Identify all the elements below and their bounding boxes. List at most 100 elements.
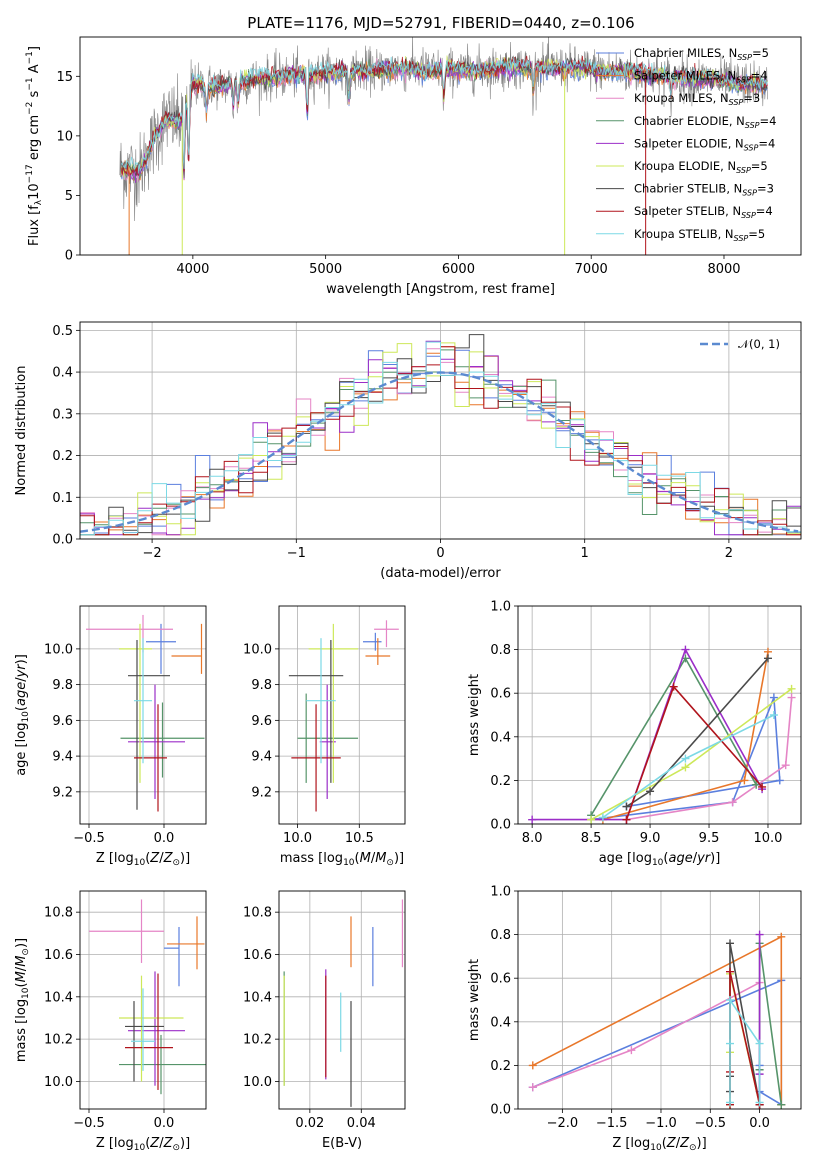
y-tick-label: 0 <box>65 249 73 264</box>
axes-mass_weight_vs_Z: −2.0 −1.5 −1.0 −0.5 0.0 0.0 0.2 0.4 0.6 0.8 1.0 Z [… <box>467 885 802 1153</box>
plot-area-age_vs_mass <box>279 606 405 824</box>
plot-area-residuals <box>80 322 801 539</box>
plot-area-mass_vs_Z <box>80 891 206 1109</box>
errorbar-point <box>363 632 382 651</box>
y-tick-label: 0.2 <box>490 774 511 789</box>
y-tick-label: 0.3 <box>52 407 73 422</box>
y-tick-label: 10.6 <box>243 948 272 963</box>
y-tick-label: 9.8 <box>52 678 73 693</box>
axes-frame <box>79 890 207 1110</box>
y-tick-label: 5 <box>65 189 73 204</box>
x-axis-label: Z [log10(Z/Z⊙)] <box>96 851 190 868</box>
data-point-marker <box>755 930 764 939</box>
data-point-marker <box>681 645 690 654</box>
plot-area-spectrum <box>119 37 768 255</box>
errorbar-point <box>365 638 391 665</box>
x-tick-label: −2 <box>143 546 162 561</box>
legend-entry: Kroupa MILES, NSSP=3 <box>634 91 760 107</box>
mass-weight-series <box>602 714 775 819</box>
data-point-marker <box>728 798 737 807</box>
legend-entry: Chabrier STELIB, NSSP=3 <box>634 182 774 198</box>
x-tick-label: 10.5 <box>345 831 374 846</box>
axes-residuals: −2 −1 0 1 2 0.0 0.1 0.2 0.3 0.4 0.5 (data-model)/er… <box>14 321 802 581</box>
errorbar-point <box>297 693 359 783</box>
mass-weight-series <box>532 979 783 1107</box>
data-point-marker <box>769 693 778 702</box>
y-tick-label: 1.0 <box>490 600 511 615</box>
y-tick-label: 0.6 <box>490 687 511 702</box>
x-tick-label: 9.5 <box>699 831 720 846</box>
y-tick-label: 0.1 <box>52 491 73 506</box>
mass-weight-series <box>758 943 783 1105</box>
data-point-marker <box>769 711 778 719</box>
y-tick-label: 0.5 <box>52 324 73 339</box>
errorbar-point <box>146 623 176 674</box>
y-tick-label: 9.2 <box>52 785 73 800</box>
data-point-marker <box>627 1046 636 1055</box>
y-tick-label: 10.6 <box>44 948 73 963</box>
x-tick-label: 0.0 <box>749 1116 770 1131</box>
y-tick-label: 0.4 <box>52 366 73 381</box>
x-tick-label: 9.0 <box>640 831 661 846</box>
axes-frame <box>517 605 802 825</box>
histogram-series <box>80 341 801 539</box>
y-tick-label: 9.8 <box>251 678 272 693</box>
errorbar-point <box>308 623 359 783</box>
y-tick-label: 10.0 <box>44 1075 73 1090</box>
legend-entry: Kroupa ELODIE, NSSP=5 <box>634 159 768 175</box>
axes-frame <box>278 605 406 825</box>
x-tick-label: −2.0 <box>547 1116 579 1131</box>
legend-entry: Chabrier ELODIE, NSSP=4 <box>634 114 776 130</box>
y-tick-label: 9.4 <box>251 750 272 765</box>
x-tick-label: 5000 <box>309 262 342 277</box>
data-point-marker <box>726 939 735 948</box>
x-tick-label: −1.5 <box>596 1116 628 1131</box>
y-tick-label: 15 <box>56 70 73 85</box>
x-tick-label: −0.5 <box>73 1116 105 1131</box>
errorbar-point <box>119 1034 206 1095</box>
mass-weight-series <box>590 688 793 821</box>
data-point-marker <box>758 782 767 791</box>
data-point-marker <box>755 1039 764 1048</box>
y-tick-label: 0.0 <box>52 533 73 548</box>
data-point-marker <box>622 815 631 824</box>
legend-entry: Kroupa STELIB, NSSP=5 <box>634 227 765 243</box>
x-tick-label: −0.5 <box>73 831 105 846</box>
y-tick-label: 9.4 <box>52 750 73 765</box>
errorbar-point <box>306 638 336 764</box>
y-tick-label: 0.4 <box>490 730 511 745</box>
legend-entry: Salpeter ELODIE, NSSP=4 <box>634 136 775 152</box>
y-axis-label: Normed distribution <box>14 366 29 496</box>
y-tick-label: 0.8 <box>490 643 511 658</box>
y-tick-label: 0.8 <box>490 928 511 943</box>
histogram-series <box>80 346 801 539</box>
errorbar-point <box>128 971 185 1086</box>
normal-reference-curve <box>80 371 799 533</box>
axes-frame <box>79 321 802 540</box>
errorbar-point <box>86 614 173 653</box>
y-tick-label: 0.2 <box>52 449 73 464</box>
data-point-marker <box>787 693 796 702</box>
legend-entry: Salpeter STELIB, NSSP=4 <box>634 204 773 220</box>
x-tick-label: 0.0 <box>154 831 175 846</box>
legend-entry: 𝒩(0, 1) <box>738 337 780 351</box>
x-axis-label: (data-model)/error <box>380 566 501 581</box>
x-tick-label: 10.0 <box>754 831 783 846</box>
y-tick-label: 10.0 <box>243 642 272 657</box>
axes-mass_weight_vs_age: 8.0 8.5 9.0 9.5 10.0 0.0 0.2 0.4 0.6 0.8 1.0 age [l… <box>467 600 802 868</box>
y-tick-label: 10.2 <box>243 1033 272 1048</box>
y-axis-label: mass weight <box>467 959 482 1041</box>
y-axis-label: age [log10(age/yr)] <box>14 654 31 776</box>
x-axis-label: E(B-V) <box>322 1136 362 1151</box>
x-tick-label: 0.02 <box>295 1116 324 1131</box>
x-tick-label: −0.5 <box>694 1116 726 1131</box>
model-fit-line <box>120 56 768 174</box>
data-point-marker <box>763 654 772 663</box>
x-tick-label: 7000 <box>575 262 608 277</box>
data-point-marker <box>775 776 784 785</box>
mass-weight-series <box>729 943 761 1105</box>
y-tick-label: 10.4 <box>243 990 272 1005</box>
y-tick-label: 0.2 <box>490 1059 511 1074</box>
y-axis-label: mass weight <box>467 674 482 756</box>
data-point-marker <box>681 763 690 772</box>
